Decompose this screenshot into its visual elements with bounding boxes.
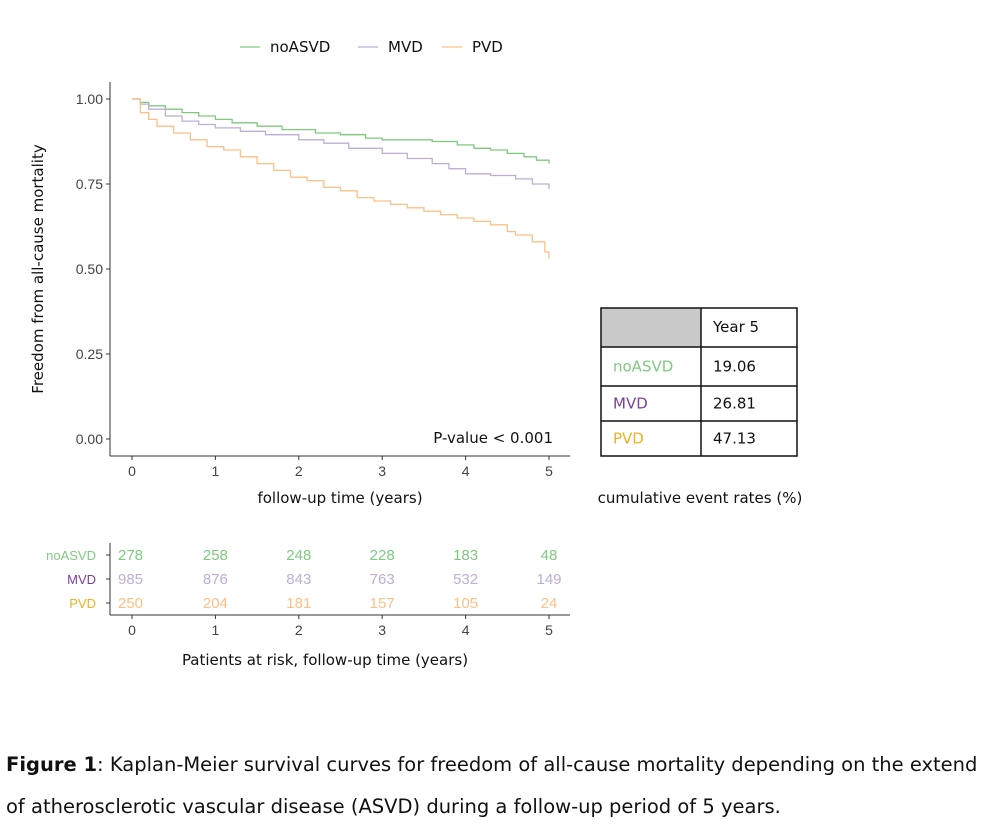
x-tick-label: 4 bbox=[462, 463, 470, 479]
event-table-header-fill bbox=[601, 308, 701, 347]
y-tick-label: 0.00 bbox=[76, 431, 103, 447]
x-tick-label: 0 bbox=[128, 463, 136, 479]
event-table-row-value: 47.13 bbox=[713, 430, 756, 448]
x-tick-label: 5 bbox=[545, 463, 553, 479]
legend-label-PVD: PVD bbox=[472, 38, 503, 56]
figure-caption: Figure 1: Kaplan-Meier survival curves f… bbox=[6, 744, 1002, 828]
risk-value: 532 bbox=[453, 571, 478, 588]
risk-value: 181 bbox=[286, 595, 311, 612]
risk-x-tick-label: 0 bbox=[128, 622, 136, 638]
curve-MVD bbox=[132, 98, 550, 190]
p-value-annotation: P-value < 0.001 bbox=[433, 429, 553, 447]
figure-canvas: 0.00 0.25 0.50 0.75 1.00 0 1 2 3 4 5 follow-up time… bbox=[29, 38, 803, 669]
x-tick-label: 2 bbox=[295, 463, 303, 479]
risk-value: 183 bbox=[453, 547, 478, 564]
event-table-border bbox=[600, 307, 798, 457]
risk-value: 204 bbox=[203, 595, 228, 612]
curve-noASVD bbox=[132, 98, 550, 164]
event-table-row-label: MVD bbox=[613, 395, 648, 413]
risk-value: 278 bbox=[118, 547, 143, 564]
risk-row-label-PVD: PVD bbox=[69, 596, 96, 611]
risk-x-axis-title: Patients at risk, follow-up time (years) bbox=[182, 651, 468, 669]
risk-value: 843 bbox=[286, 571, 311, 588]
risk-row-label-MVD: MVD bbox=[67, 572, 96, 587]
risk-value: 763 bbox=[370, 571, 395, 588]
risk-value: 258 bbox=[203, 547, 228, 564]
event-table-row-label: noASVD bbox=[613, 358, 673, 376]
y-tick-label: 0.25 bbox=[76, 346, 103, 362]
risk-value: 985 bbox=[118, 571, 143, 588]
curve-PVD bbox=[132, 98, 550, 259]
x-tick-label: 3 bbox=[378, 463, 386, 479]
risk-x-tick-label: 1 bbox=[212, 622, 220, 638]
legend-label-MVD: MVD bbox=[388, 38, 423, 56]
legend-label-noASVD: noASVD bbox=[270, 38, 330, 56]
event-table-row-value: 26.81 bbox=[713, 395, 756, 413]
risk-x-tick-label: 3 bbox=[378, 622, 386, 638]
x-axis-title: follow-up time (years) bbox=[257, 489, 422, 507]
y-tick-label: 0.75 bbox=[76, 176, 103, 192]
y-tick-label: 1.00 bbox=[76, 91, 103, 107]
caption-label: Figure 1 bbox=[6, 753, 98, 776]
event-table-header: Year 5 bbox=[712, 318, 759, 336]
event-table-caption: cumulative event rates (%) bbox=[598, 489, 803, 507]
risk-value: 250 bbox=[118, 595, 143, 612]
caption-text: : Kaplan-Meier survival curves for freed… bbox=[6, 753, 978, 818]
risk-x-tick-label: 4 bbox=[462, 622, 470, 638]
y-tick-label: 0.50 bbox=[76, 261, 103, 277]
event-table-row-value: 19.06 bbox=[713, 358, 756, 376]
risk-value: 105 bbox=[453, 595, 478, 612]
risk-row-label-noASVD: noASVD bbox=[46, 548, 96, 563]
risk-value: 149 bbox=[536, 571, 561, 588]
risk-x-tick-label: 5 bbox=[545, 622, 553, 638]
risk-value: 876 bbox=[203, 571, 228, 588]
risk-value: 248 bbox=[286, 547, 311, 564]
x-tick-label: 1 bbox=[212, 463, 220, 479]
risk-value: 24 bbox=[541, 595, 558, 612]
y-axis-title: Freedom from all-cause mortality bbox=[29, 144, 47, 394]
risk-value: 48 bbox=[541, 547, 558, 564]
risk-value: 157 bbox=[370, 595, 395, 612]
event-table-row-label: PVD bbox=[613, 430, 644, 448]
risk-value: 228 bbox=[370, 547, 395, 564]
risk-x-tick-label: 2 bbox=[295, 622, 303, 638]
